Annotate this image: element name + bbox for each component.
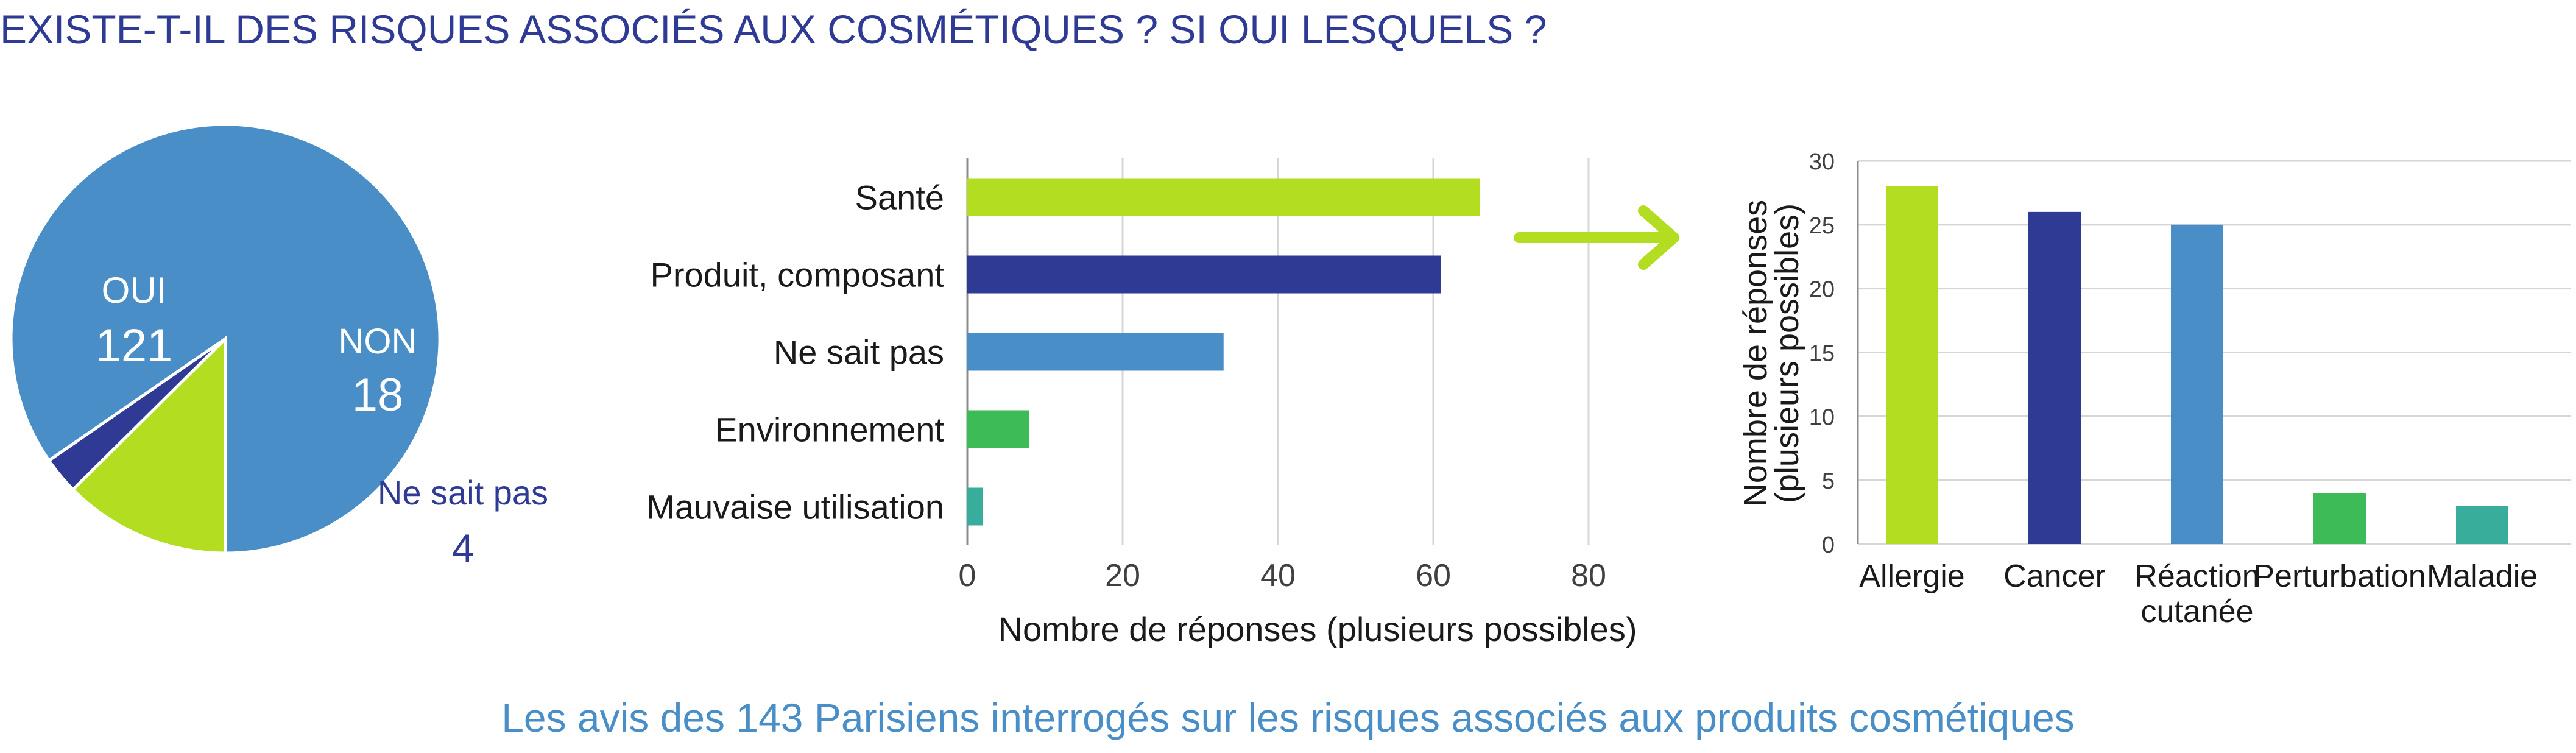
pie-slice-value: 121 bbox=[96, 320, 173, 372]
bar-chart-health-risks: 0 5 10 15 20 25 30 Allergie Cancer Réactioncutané… bbox=[1737, 149, 2571, 629]
x-tick-label: 0 bbox=[959, 558, 976, 593]
category-label: Maladie bbox=[2427, 559, 2538, 594]
y-axis-title-line: Nombre de réponses bbox=[1737, 200, 1774, 507]
figure-caption: Les avis des 143 Parisiens interrogés su… bbox=[501, 695, 2075, 740]
y-axis-title-line: (plusieurs possibles) bbox=[1769, 203, 1805, 503]
pie-slice-value: 4 bbox=[452, 526, 475, 571]
bar-chart-risk-types: 0 20 40 60 80 Santé Produit, composant Ne sait … bbox=[646, 158, 1637, 648]
pie-slice-value: 18 bbox=[352, 369, 404, 421]
x-tick-label: 20 bbox=[1105, 558, 1140, 593]
x-tick-label: 80 bbox=[1571, 558, 1606, 593]
category-label: Produit, composant bbox=[651, 256, 945, 294]
y-tick-label: 0 bbox=[1822, 532, 1835, 558]
x-tick-label: 40 bbox=[1260, 558, 1296, 593]
pie-slice-label: OUI bbox=[102, 270, 167, 311]
category-label: Mauvaise utilisation bbox=[646, 488, 944, 526]
pie-slice bbox=[46, 337, 227, 492]
bar bbox=[2171, 224, 2223, 544]
x-axis-title: Nombre de réponses (plusieurs possibles) bbox=[998, 610, 1637, 648]
arrow-icon bbox=[1514, 205, 1679, 270]
pie-slice bbox=[71, 335, 227, 555]
page-title: EXISTE-T-IL DES RISQUES ASSOCIÉS AUX COS… bbox=[0, 7, 1547, 52]
x-tick-label: 60 bbox=[1416, 558, 1451, 593]
category-label: Perturbation bbox=[2253, 559, 2426, 594]
category-label: Réaction bbox=[2134, 559, 2259, 594]
category-label: cutanée bbox=[2140, 594, 2253, 629]
bar bbox=[1886, 186, 1938, 544]
y-tick-label: 5 bbox=[1822, 468, 1835, 494]
category-label: Cancer bbox=[2003, 559, 2106, 594]
category-label: Ne sait pas bbox=[774, 333, 944, 372]
bar bbox=[967, 178, 1480, 216]
category-label: Environnement bbox=[715, 411, 944, 449]
y-tick-label: 25 bbox=[1809, 213, 1835, 239]
bar bbox=[967, 410, 1029, 448]
y-tick-label: 20 bbox=[1809, 277, 1835, 303]
y-tick-label: 30 bbox=[1809, 149, 1835, 175]
pie-slice-label: Ne sait pas bbox=[378, 473, 548, 512]
bar bbox=[2313, 493, 2366, 544]
y-axis-title: Nombre de réponses(plusieurs possibles) bbox=[1737, 200, 1805, 507]
pie-slice-label: NON bbox=[339, 322, 417, 361]
category-label: Santé bbox=[855, 179, 944, 217]
pie-chart-responses: OUI 121 NON 18 Ne sait pas 4 bbox=[9, 122, 548, 571]
bar bbox=[2456, 506, 2508, 544]
bar bbox=[967, 333, 1224, 371]
y-tick-label: 10 bbox=[1809, 405, 1835, 430]
y-tick-label: 15 bbox=[1809, 341, 1835, 367]
bar bbox=[967, 255, 1441, 294]
category-label: Allergie bbox=[1859, 559, 1964, 594]
bar bbox=[967, 487, 983, 526]
bar bbox=[2028, 211, 2081, 544]
